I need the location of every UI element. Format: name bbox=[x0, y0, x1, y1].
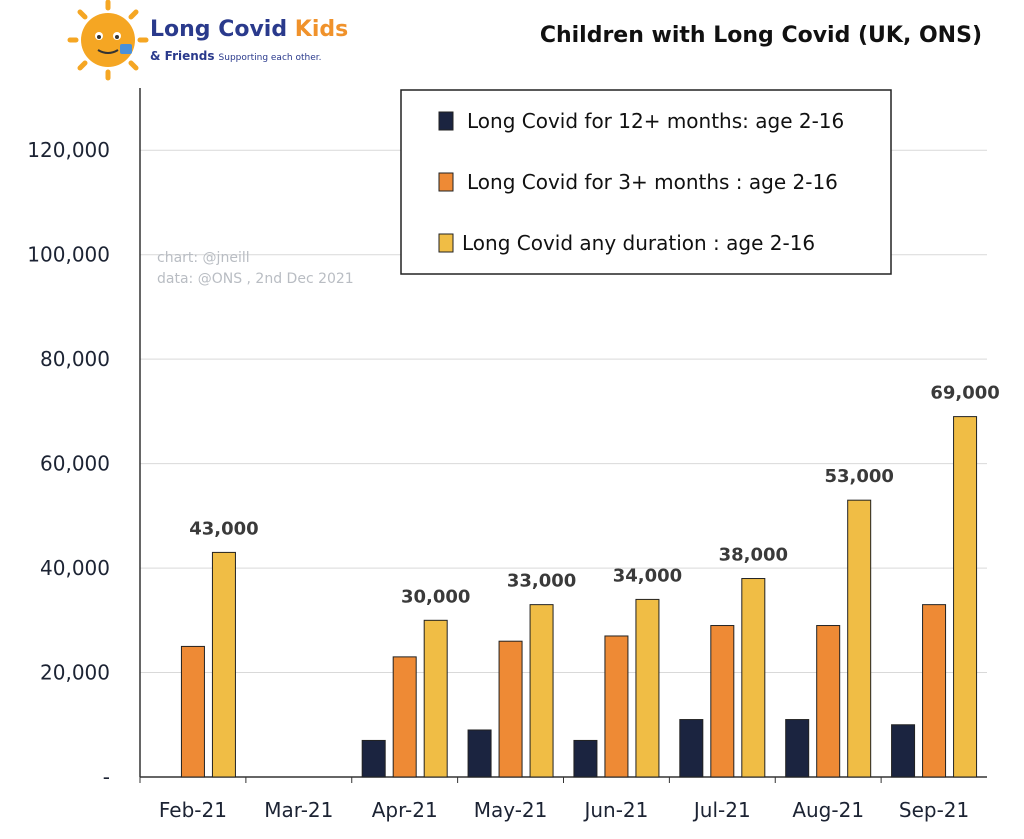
x-tick-label: Jul-21 bbox=[692, 798, 751, 822]
legend-item-any-duration-swatch bbox=[438, 233, 454, 253]
tick-labels: - 20,000 40,000 60,000 80,000 100,000 120,000 F… bbox=[27, 138, 969, 822]
x-tick-label: Mar-21 bbox=[264, 798, 333, 822]
bar-any-duration bbox=[741, 578, 766, 778]
bar-12-months bbox=[573, 739, 598, 778]
bar-any-duration bbox=[423, 619, 448, 778]
logo: Long Covid Kids & Friends Supporting each… bbox=[67, 0, 348, 81]
x-tick-label: Jun-21 bbox=[582, 798, 648, 822]
legend-item-3-months-swatch bbox=[438, 172, 454, 192]
logo-name-main: Long Covid bbox=[150, 17, 295, 42]
bar-12-months bbox=[679, 719, 704, 778]
x-tick-label: Apr-21 bbox=[372, 798, 438, 822]
credit-data: data: @ONS , 2nd Dec 2021 bbox=[157, 271, 354, 287]
y-tick-label: 120,000 bbox=[27, 138, 110, 162]
y-tick-label: 20,000 bbox=[40, 661, 110, 685]
bar-12-months bbox=[891, 724, 916, 778]
y-tick-label: 40,000 bbox=[40, 556, 110, 580]
data-label: 34,000 bbox=[613, 565, 682, 586]
logo-subline: & Friends bbox=[150, 49, 215, 63]
bar-any-duration bbox=[529, 604, 554, 778]
data-label: 38,000 bbox=[719, 545, 788, 566]
data-label: 30,000 bbox=[401, 586, 470, 607]
data-label: 43,000 bbox=[189, 518, 258, 539]
bars bbox=[180, 416, 978, 778]
legend-item-12-months: Long Covid for 12+ months: age 2-16 bbox=[467, 109, 844, 133]
y-tick-label: 80,000 bbox=[40, 347, 110, 371]
bar-any-duration bbox=[635, 598, 660, 778]
data-label: 53,000 bbox=[824, 466, 893, 487]
bar-3-months bbox=[604, 635, 629, 778]
bar-3-months bbox=[498, 640, 523, 778]
data-labels: 43,000 30,000 33,000 34,000 38,000 53,000 69,0… bbox=[189, 383, 1000, 608]
data-label: 33,000 bbox=[507, 571, 576, 592]
logo-name-accent: Kids bbox=[295, 17, 348, 42]
logo-tagline: Supporting each other. bbox=[219, 53, 322, 63]
credit-chart: chart: @jneill bbox=[157, 250, 250, 266]
bar-any-duration bbox=[211, 551, 236, 778]
bar-12-months bbox=[785, 719, 810, 778]
legend-item-12-months-swatch bbox=[438, 111, 454, 131]
bar-12-months bbox=[467, 729, 492, 778]
bar-12-months bbox=[361, 739, 386, 778]
y-tick-label: 60,000 bbox=[40, 452, 110, 476]
bar-3-months bbox=[392, 656, 417, 778]
bar-any-duration bbox=[847, 499, 872, 778]
legend-item-any-duration: Long Covid any duration : age 2-16 bbox=[462, 231, 815, 255]
legend-box bbox=[400, 89, 892, 275]
y-tick-label: 100,000 bbox=[27, 243, 110, 267]
axes bbox=[139, 88, 987, 783]
bar-3-months bbox=[922, 604, 947, 778]
y-tick-label: - bbox=[103, 765, 110, 789]
x-tick-label: May-21 bbox=[474, 798, 548, 822]
bar-3-months bbox=[710, 625, 735, 778]
bar-any-duration bbox=[953, 416, 978, 778]
bar-3-months bbox=[180, 645, 205, 778]
legend-item-3-months: Long Covid for 3+ months : age 2-16 bbox=[467, 170, 838, 194]
chart-title: Children with Long Covid (UK, ONS) bbox=[540, 23, 982, 48]
virus-mascot-icon bbox=[67, 0, 149, 81]
x-tick-label: Feb-21 bbox=[159, 798, 227, 822]
data-label: 69,000 bbox=[930, 383, 999, 404]
svg-text:Long Covid Kids: Long Covid Kids bbox=[150, 17, 348, 42]
bar-3-months bbox=[816, 625, 841, 778]
x-tick-label: Aug-21 bbox=[792, 798, 864, 822]
x-tick-label: Sep-21 bbox=[899, 798, 969, 822]
legend: Long Covid for 12+ months: age 2-16 Long … bbox=[400, 89, 892, 275]
